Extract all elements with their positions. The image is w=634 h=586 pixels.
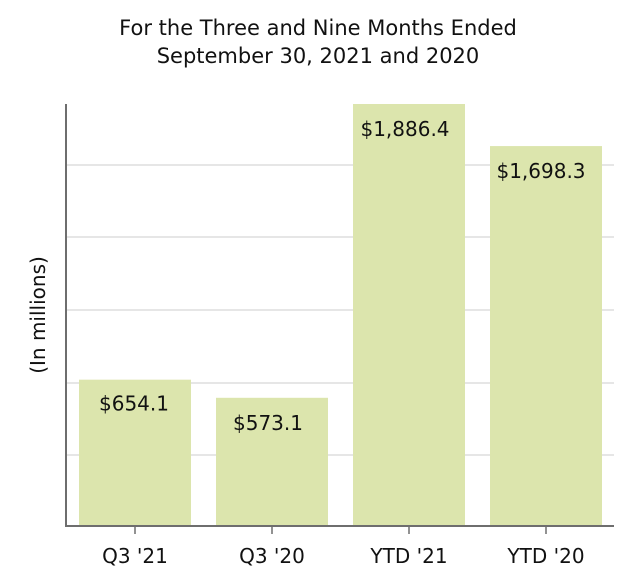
x-tick-label-2: Q3 '20 — [239, 544, 305, 568]
x-tick-label-3: YTD '21 — [369, 544, 447, 568]
data-label-1: $654.1 — [99, 392, 169, 416]
bar-4 — [490, 146, 602, 526]
data-label-2: $573.1 — [233, 411, 303, 435]
bar-2 — [216, 397, 328, 526]
chart-title-line-2: September 30, 2021 and 2020 — [157, 44, 480, 68]
y-axis-label: (In millions) — [26, 256, 50, 374]
bar-3 — [353, 104, 465, 526]
bars-group — [79, 104, 602, 526]
x-tick-label-1: Q3 '21 — [102, 544, 168, 568]
x-tick-label-4: YTD '20 — [506, 544, 584, 568]
data-labels-group: $654.1 $573.1 $1,886.4 $1,698.3 — [99, 117, 586, 435]
data-label-4: $1,698.3 — [496, 159, 585, 183]
data-label-3: $1,886.4 — [360, 117, 449, 141]
chart-title-line-1: For the Three and Nine Months Ended — [119, 16, 517, 40]
axes-group — [65, 104, 614, 527]
bar-1 — [79, 379, 191, 526]
x-ticks-group: Q3 '21 Q3 '20 YTD '21 YTD '20 — [102, 526, 585, 568]
